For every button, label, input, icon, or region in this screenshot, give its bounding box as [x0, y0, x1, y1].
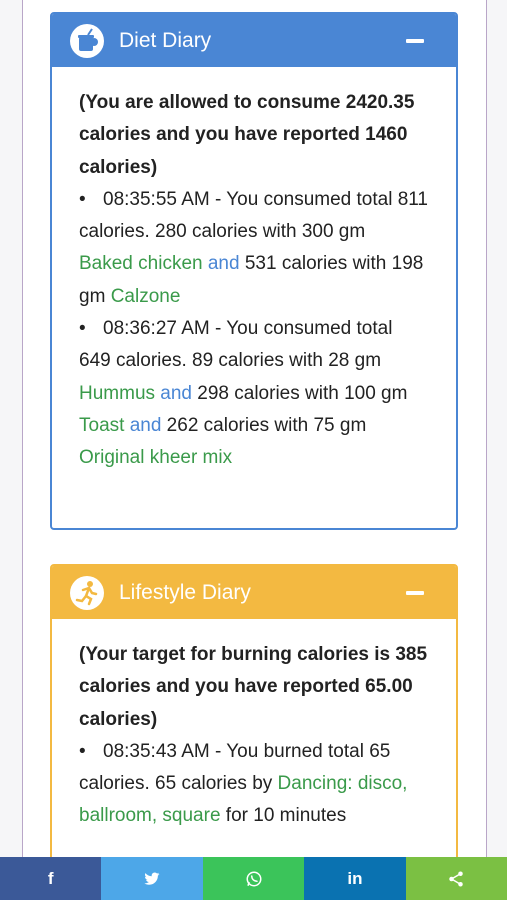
running-person-icon — [70, 575, 104, 610]
twitter-icon — [144, 872, 160, 885]
lifestyle-diary-title: Lifestyle Diary — [119, 580, 251, 604]
food-link[interactable]: Original kheer mix — [79, 447, 233, 469]
diet-diary-panel: Diet Diary (You are allowed to consume 2… — [50, 12, 458, 530]
diet-diary-title: Diet Diary — [119, 28, 212, 52]
and-text: and — [202, 253, 240, 275]
lifestyle-diary-panel: Lifestyle Diary (Your target for burning… — [50, 564, 458, 874]
diet-entry: • 08:35:55 AM - You consumed total 811 ca… — [79, 184, 428, 313]
bullet: • — [79, 318, 86, 340]
bullet: • — [79, 740, 86, 762]
diet-collapse-icon[interactable] — [406, 38, 424, 43]
and-text: and — [124, 414, 162, 436]
and-text: and — [155, 382, 192, 404]
entry-text: 531 calories with 198 gm — [79, 253, 424, 307]
food-link[interactable]: Hummus — [79, 382, 156, 404]
entry-text: 298 calories with 100 gm — [192, 382, 408, 404]
entry-text: 08:36:27 AM - You consumed total 649 cal… — [79, 318, 393, 372]
facebook-icon: f — [47, 868, 54, 888]
lifestyle-diary-header[interactable]: Lifestyle Diary — [52, 566, 456, 619]
entry-text: 262 calories with 75 gm — [161, 414, 367, 436]
activity-link[interactable]: Dancing: disco, ballroom, square — [79, 773, 408, 827]
diet-diary-header[interactable]: Diet Diary — [52, 14, 456, 67]
bullet: • — [79, 188, 86, 210]
food-link[interactable]: Toast — [79, 414, 125, 436]
twitter-share-button[interactable] — [101, 857, 203, 900]
lifestyle-entry: • 08:35:43 AM - You burned total 65 calor… — [79, 736, 428, 833]
food-link[interactable]: Baked chicken — [79, 253, 203, 275]
diet-summary: (You are allowed to consume 2420.35 calo… — [79, 92, 415, 178]
facebook-share-button[interactable]: f — [0, 857, 102, 900]
lifestyle-summary: (Your target for burning calories is 385… — [79, 644, 428, 730]
linkedin-icon: in — [347, 868, 363, 888]
food-link[interactable]: Calzone — [110, 285, 181, 307]
share-icon — [449, 871, 464, 886]
diet-entry: • 08:36:27 AM - You consumed total 649 ca… — [79, 313, 428, 474]
entry-text: for 10 minutes — [220, 805, 347, 827]
lifestyle-collapse-icon[interactable] — [406, 590, 424, 595]
share-button[interactable] — [405, 857, 507, 900]
share-bar: f in — [0, 857, 507, 900]
whatsapp-icon — [246, 871, 262, 886]
whatsapp-share-button[interactable] — [202, 857, 305, 900]
entry-text: 08:35:55 AM - You consumed total 811 cal… — [79, 188, 428, 243]
entry-text: 08:35:43 AM - You burned total 65 calori… — [79, 740, 391, 795]
linkedin-share-button[interactable]: in — [304, 857, 406, 900]
diet-drink-icon — [70, 23, 104, 58]
